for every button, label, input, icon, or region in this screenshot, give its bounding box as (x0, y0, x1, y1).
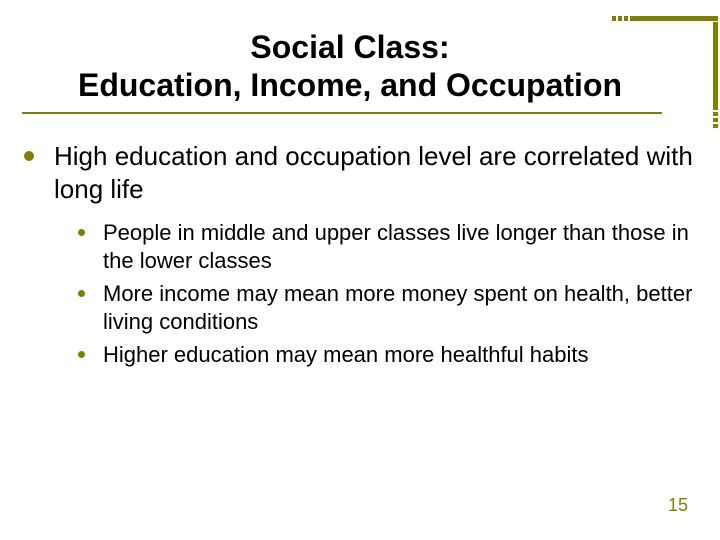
bullet-icon (78, 290, 85, 297)
bullet-level2-text: People in middle and upper classes live … (103, 219, 694, 274)
slide-title: Social Class: Education, Income, and Occ… (20, 28, 680, 105)
bullet-icon (78, 229, 85, 236)
title-line-2: Education, Income, and Occupation (78, 67, 622, 103)
title-underline (22, 112, 662, 114)
accent-bar-v-dot3 (713, 124, 718, 128)
bullet-level2-text: More income may mean more money spent on… (103, 280, 694, 335)
bullet-level2: More income may mean more money spent on… (78, 280, 694, 335)
bullet-level2-text: Higher education may mean more healthful… (103, 341, 589, 369)
accent-bar-v-main (713, 22, 718, 110)
sub-bullet-list: People in middle and upper classes live … (78, 219, 694, 369)
accent-bar-h-dot2 (618, 16, 622, 21)
bullet-level1: High education and occupation level are … (24, 140, 694, 205)
title-line-1: Social Class: (250, 29, 449, 65)
accent-bar-v-dot2 (713, 118, 718, 122)
bullet-level2: Higher education may mean more healthful… (78, 341, 694, 369)
page-number: 15 (668, 495, 688, 516)
accent-bar-h-main (630, 16, 718, 21)
bullet-icon (24, 151, 34, 161)
slide-body: High education and occupation level are … (24, 140, 694, 375)
bullet-level2: People in middle and upper classes live … (78, 219, 694, 274)
bullet-level1-text: High education and occupation level are … (54, 140, 694, 205)
accent-bar-h-dot3 (612, 16, 616, 21)
accent-bar-v-dot1 (713, 112, 718, 116)
bullet-icon (78, 351, 85, 358)
accent-bar-h-dot1 (624, 16, 628, 21)
